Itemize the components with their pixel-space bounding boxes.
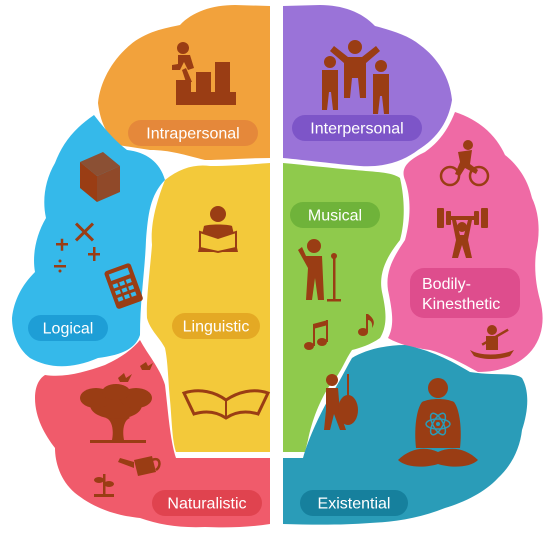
svg-text:Linguistic: Linguistic xyxy=(183,319,250,336)
watering-can-icon xyxy=(118,456,161,476)
meditation-icon xyxy=(398,378,478,467)
cellist-icon xyxy=(324,374,358,430)
music-note-icon xyxy=(358,314,374,336)
existential-label: Existential xyxy=(300,490,408,516)
singer-with-microphone-icon xyxy=(298,239,341,302)
intrapersonal-label: Intrapersonal xyxy=(128,120,258,146)
linguistic-label: Linguistic xyxy=(172,313,260,339)
birds-icon xyxy=(118,362,153,382)
math-operators-icon xyxy=(54,222,100,273)
svg-text:Kinesthetic: Kinesthetic xyxy=(422,296,500,313)
naturalistic-label: Naturalistic xyxy=(152,490,262,516)
rubiks-cube-icon xyxy=(80,152,120,202)
interpersonal-label: Interpersonal xyxy=(292,115,422,141)
weightlifter-icon xyxy=(437,208,488,258)
open-book-icon xyxy=(181,389,271,420)
calculator-icon xyxy=(104,263,143,309)
plant-icon xyxy=(94,474,114,497)
svg-text:Naturalistic: Naturalistic xyxy=(167,496,246,513)
tree-icon xyxy=(80,384,152,443)
cyclist-icon xyxy=(439,140,490,187)
svg-text:Existential: Existential xyxy=(318,496,391,513)
logical-label: Logical xyxy=(28,315,108,341)
kayaker-icon xyxy=(470,325,514,359)
person-reading-icon xyxy=(198,206,238,254)
bodily-kinesthetic-label: Bodily- Kinesthetic xyxy=(410,268,520,318)
svg-text:Intrapersonal: Intrapersonal xyxy=(146,126,239,143)
climbing-stairs-icon xyxy=(172,42,236,105)
musical-label: Musical xyxy=(290,202,380,228)
svg-text:Musical: Musical xyxy=(308,208,362,225)
svg-text:Logical: Logical xyxy=(43,321,94,338)
naturalistic-lobe xyxy=(35,340,270,528)
music-note-icon xyxy=(304,320,328,350)
interpersonal-lobe xyxy=(283,5,452,167)
musical-lobe xyxy=(283,163,404,452)
svg-text:Interpersonal: Interpersonal xyxy=(310,121,403,138)
group-cheering-icon xyxy=(322,40,389,114)
existential-lobe xyxy=(283,345,528,525)
linguistic-lobe xyxy=(146,163,270,452)
svg-text:Bodily-: Bodily- xyxy=(422,276,471,293)
